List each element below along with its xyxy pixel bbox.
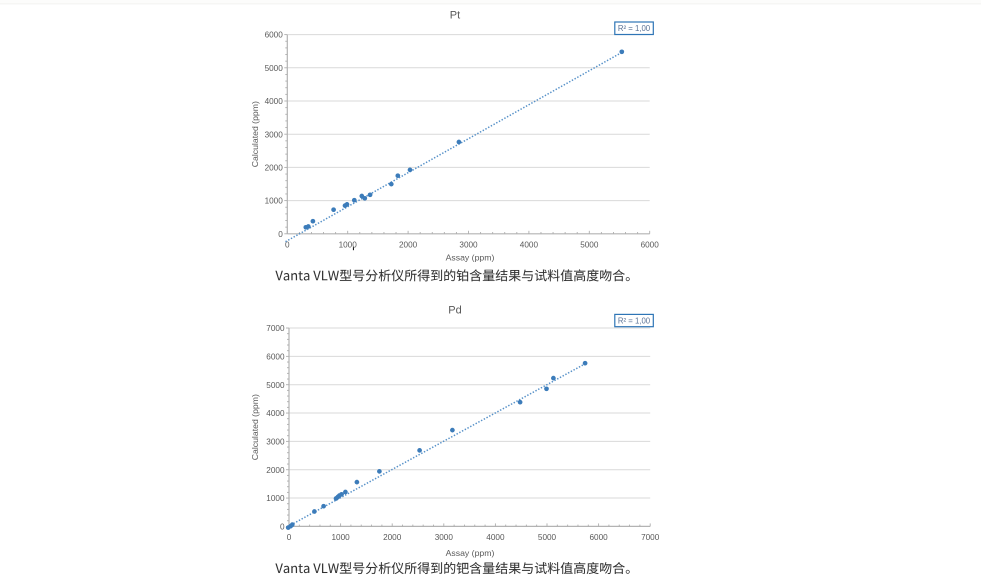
svg-text:6000: 6000 xyxy=(266,352,285,361)
svg-text:1000: 1000 xyxy=(266,494,285,503)
svg-text:0: 0 xyxy=(280,523,285,532)
svg-text:7000: 7000 xyxy=(641,533,660,542)
svg-text:1000: 1000 xyxy=(265,197,284,206)
svg-text:0: 0 xyxy=(285,240,290,249)
svg-text:1000: 1000 xyxy=(331,533,350,542)
svg-text:0: 0 xyxy=(278,230,283,239)
svg-text:4000: 4000 xyxy=(266,409,285,418)
svg-text:R² = 1,00: R² = 1,00 xyxy=(618,24,651,33)
svg-text:3000: 3000 xyxy=(266,437,285,446)
svg-text:Assay (ppm): Assay (ppm) xyxy=(446,548,495,558)
svg-text:2000: 2000 xyxy=(383,533,402,542)
svg-text:4000: 4000 xyxy=(486,533,505,542)
svg-text:Assay (ppm): Assay (ppm) xyxy=(446,252,495,262)
svg-text:5000: 5000 xyxy=(266,381,285,390)
svg-text:6000: 6000 xyxy=(265,31,284,40)
svg-text:Calculated (ppm): Calculated (ppm) xyxy=(250,394,260,460)
svg-text:Pt: Pt xyxy=(450,9,460,21)
svg-text:6000: 6000 xyxy=(589,533,608,542)
svg-text:4000: 4000 xyxy=(520,240,539,249)
svg-text:5000: 5000 xyxy=(580,240,599,249)
svg-text:5000: 5000 xyxy=(538,533,557,542)
svg-text:2000: 2000 xyxy=(399,240,418,249)
svg-text:1000: 1000 xyxy=(339,240,358,249)
svg-text:0: 0 xyxy=(287,533,292,542)
svg-text:3000: 3000 xyxy=(435,533,454,542)
svg-text:Pd: Pd xyxy=(448,304,461,316)
svg-text:2000: 2000 xyxy=(265,164,284,173)
svg-text:3000: 3000 xyxy=(265,130,284,139)
svg-text:7000: 7000 xyxy=(266,324,285,333)
svg-text:5000: 5000 xyxy=(265,64,284,73)
svg-text:6000: 6000 xyxy=(641,240,660,249)
svg-text:2000: 2000 xyxy=(266,466,285,475)
svg-text:3000: 3000 xyxy=(459,240,478,249)
svg-text:Calculated (ppm): Calculated (ppm) xyxy=(250,101,260,167)
svg-text:R² = 1,00: R² = 1,00 xyxy=(618,316,651,325)
svg-text:4000: 4000 xyxy=(265,97,284,106)
